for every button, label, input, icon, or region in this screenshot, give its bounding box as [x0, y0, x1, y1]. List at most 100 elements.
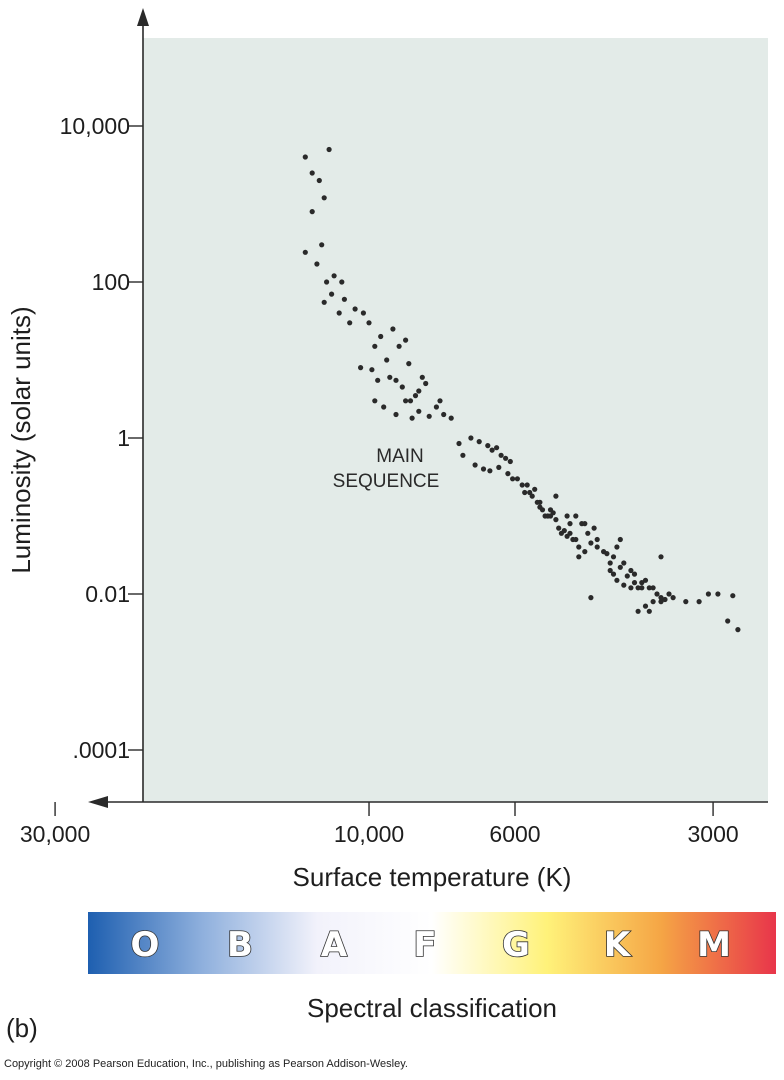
- star-point: [607, 567, 613, 574]
- star-point: [396, 343, 402, 349]
- star-point: [480, 466, 487, 472]
- star-point: [341, 296, 347, 302]
- star-point: [393, 377, 399, 383]
- star-point: [553, 517, 559, 523]
- star-point: [556, 525, 562, 531]
- star-point: [489, 447, 495, 453]
- star-point: [639, 585, 645, 591]
- star-point: [610, 554, 617, 560]
- star-point: [399, 384, 405, 390]
- star-point: [369, 367, 375, 373]
- star-point: [437, 398, 443, 404]
- star-point: [326, 146, 332, 153]
- x-tick-label: 30,000: [20, 821, 90, 847]
- star-point: [372, 343, 378, 349]
- star-point: [514, 476, 521, 482]
- panel-label: (b): [6, 1013, 38, 1043]
- spectral-letter-m: M: [697, 925, 731, 965]
- star-point: [579, 521, 585, 527]
- star-point: [561, 528, 567, 534]
- star-point: [725, 618, 731, 624]
- star-point: [503, 455, 509, 461]
- star-point: [573, 513, 579, 519]
- star-point: [564, 513, 570, 519]
- star-point: [715, 591, 721, 597]
- star-point: [416, 408, 422, 414]
- spectral-color-bar: [88, 912, 776, 974]
- star-point: [567, 530, 573, 536]
- star-point: [594, 536, 600, 543]
- y-tick-label: 1: [117, 425, 130, 451]
- star-point: [646, 585, 652, 591]
- star-point: [654, 591, 660, 597]
- star-point: [567, 521, 573, 527]
- star-point: [309, 209, 315, 215]
- star-point: [406, 361, 412, 367]
- y-axis-title: Luminosity (solar units): [6, 306, 36, 573]
- star-point: [366, 320, 372, 326]
- star-point: [631, 580, 638, 586]
- star-point: [403, 398, 409, 404]
- star-point: [582, 549, 588, 555]
- star-point: [507, 458, 513, 465]
- star-point: [324, 279, 330, 285]
- star-point: [412, 393, 419, 399]
- star-point: [730, 593, 736, 599]
- star-point: [460, 452, 466, 458]
- star-point: [591, 525, 597, 531]
- star-point: [617, 564, 623, 570]
- spectral-letter-a: A: [321, 925, 348, 965]
- star-point: [387, 374, 393, 380]
- star-point: [529, 493, 535, 499]
- star-point: [705, 591, 712, 597]
- star-point: [624, 573, 630, 579]
- star-point: [339, 279, 345, 285]
- star-point: [607, 560, 613, 566]
- star-point: [547, 513, 554, 519]
- star-point: [433, 404, 439, 410]
- star-point: [650, 585, 656, 591]
- star-point: [384, 357, 390, 363]
- star-point: [496, 464, 502, 470]
- star-point: [336, 310, 342, 316]
- spectral-letter-f: F: [413, 925, 436, 965]
- star-point: [309, 170, 315, 176]
- star-point: [375, 377, 381, 383]
- x-tick-label: 6000: [489, 821, 540, 847]
- star-point: [594, 544, 600, 550]
- star-point: [331, 273, 337, 279]
- star-point: [378, 333, 384, 340]
- star-point: [628, 585, 634, 591]
- star-point: [614, 544, 620, 550]
- star-point: [485, 443, 491, 449]
- y-tick-label: .0001: [72, 737, 130, 763]
- star-point: [409, 415, 415, 421]
- star-point: [319, 242, 325, 248]
- y-axis-arrowhead: [137, 8, 149, 26]
- star-point: [670, 595, 676, 601]
- star-point: [329, 291, 335, 297]
- data-points: [302, 146, 741, 633]
- x-axis-ticks: 30,000 10,000 6000 3000: [20, 802, 739, 847]
- y-tick-label: 0.01: [85, 581, 130, 607]
- star-point: [509, 476, 516, 482]
- star-point: [393, 411, 399, 418]
- star-point: [522, 489, 528, 496]
- star-point: [321, 299, 327, 305]
- annotation-main: MAIN: [376, 446, 424, 467]
- star-point: [494, 445, 500, 451]
- star-point: [476, 439, 482, 445]
- star-point: [621, 560, 627, 566]
- star-point: [573, 536, 579, 543]
- star-point: [426, 413, 432, 419]
- star-point: [519, 482, 525, 488]
- star-point: [468, 435, 474, 441]
- star-point: [646, 608, 652, 614]
- y-tick-label: 100: [92, 269, 130, 295]
- spectral-letter-g: G: [502, 925, 530, 965]
- star-point: [448, 415, 454, 421]
- star-point: [735, 627, 741, 633]
- spectral-letter-o: O: [131, 925, 160, 965]
- star-point: [585, 530, 591, 536]
